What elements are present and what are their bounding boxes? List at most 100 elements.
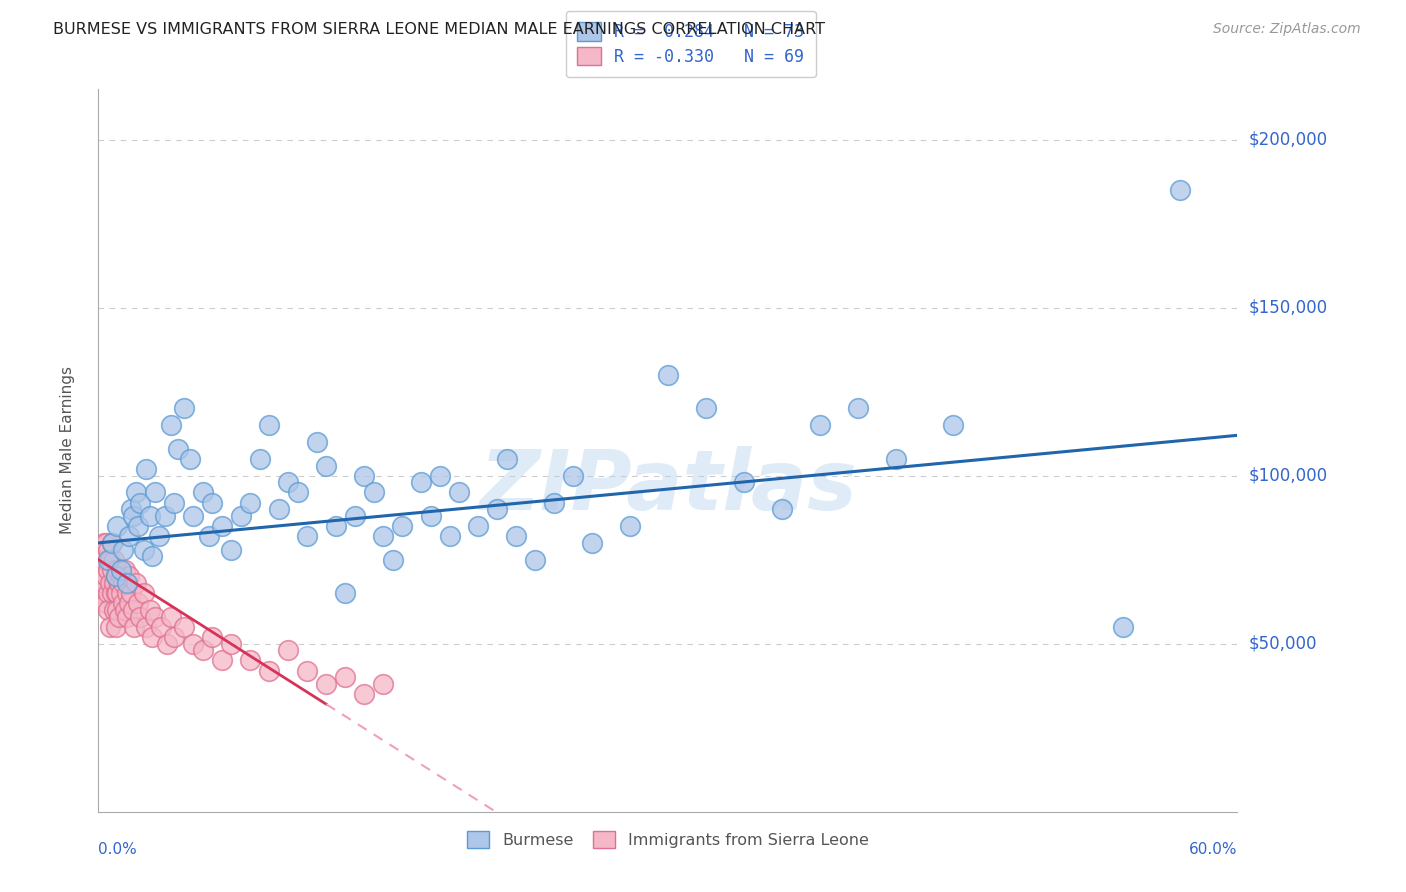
Point	[118, 529, 141, 543]
Point	[114, 603, 136, 617]
Point	[100, 536, 122, 550]
Point	[138, 603, 160, 617]
Point	[211, 519, 233, 533]
Point	[315, 677, 337, 691]
Point	[97, 542, 120, 557]
Point	[846, 401, 869, 416]
Point	[125, 576, 148, 591]
Point	[121, 508, 143, 523]
Point	[103, 576, 125, 591]
Point	[110, 586, 132, 600]
Point	[371, 677, 394, 691]
Point	[118, 569, 141, 583]
Point	[120, 586, 142, 600]
Point	[98, 576, 121, 591]
Point	[191, 643, 214, 657]
Point	[562, 468, 585, 483]
Point	[141, 630, 163, 644]
Point	[353, 468, 375, 483]
Point	[942, 418, 965, 433]
Point	[110, 563, 132, 577]
Text: 0.0%: 0.0%	[98, 842, 138, 857]
Point	[104, 586, 127, 600]
Point	[343, 508, 366, 523]
Point	[115, 586, 138, 600]
Point	[486, 502, 509, 516]
Point	[104, 569, 127, 583]
Point	[104, 620, 127, 634]
Point	[89, 563, 111, 577]
Text: $100,000: $100,000	[1249, 467, 1327, 484]
Point	[695, 401, 717, 416]
Point	[145, 609, 167, 624]
Point	[132, 542, 155, 557]
Point	[201, 630, 224, 644]
Point	[150, 620, 173, 634]
Point	[110, 569, 132, 583]
Point	[108, 576, 131, 591]
Point	[221, 542, 243, 557]
Text: $150,000: $150,000	[1249, 299, 1327, 317]
Point	[129, 609, 152, 624]
Point	[191, 485, 214, 500]
Point	[179, 451, 201, 466]
Point	[112, 596, 135, 610]
Point	[429, 468, 451, 483]
Point	[148, 529, 170, 543]
Point	[197, 529, 219, 543]
Point	[163, 630, 186, 644]
Point	[808, 418, 831, 433]
Point	[121, 603, 143, 617]
Point	[163, 495, 186, 509]
Point	[733, 475, 755, 490]
Point	[173, 401, 195, 416]
Text: BURMESE VS IMMIGRANTS FROM SIERRA LEONE MEDIAN MALE EARNINGS CORRELATION CHART: BURMESE VS IMMIGRANTS FROM SIERRA LEONE …	[53, 22, 825, 37]
Point	[94, 569, 117, 583]
Point	[97, 552, 120, 566]
Point	[277, 643, 299, 657]
Point	[315, 458, 337, 473]
Point	[98, 552, 121, 566]
Point	[107, 519, 129, 533]
Point	[100, 563, 122, 577]
Point	[91, 542, 114, 557]
Point	[335, 586, 357, 600]
Point	[127, 519, 149, 533]
Point	[112, 576, 135, 591]
Point	[98, 620, 121, 634]
Point	[124, 620, 146, 634]
Point	[135, 620, 157, 634]
Point	[363, 485, 385, 500]
Point	[159, 418, 181, 433]
Point	[103, 603, 125, 617]
Point	[183, 508, 205, 523]
Point	[173, 620, 195, 634]
Point	[108, 609, 131, 624]
Point	[100, 586, 122, 600]
Point	[93, 576, 115, 591]
Point	[115, 609, 138, 624]
Point	[132, 586, 155, 600]
Point	[107, 563, 129, 577]
Point	[93, 536, 115, 550]
Point	[94, 596, 117, 610]
Point	[93, 552, 115, 566]
Point	[277, 475, 299, 490]
Point	[391, 519, 413, 533]
Point	[297, 664, 319, 678]
Point	[770, 502, 793, 516]
Y-axis label: Median Male Earnings: Median Male Earnings	[60, 367, 75, 534]
Point	[619, 519, 641, 533]
Point	[287, 485, 309, 500]
Point	[104, 569, 127, 583]
Point	[543, 495, 565, 509]
Point	[167, 442, 190, 456]
Point	[335, 670, 357, 684]
Point	[97, 586, 120, 600]
Point	[495, 451, 517, 466]
Point	[107, 603, 129, 617]
Point	[127, 596, 149, 610]
Legend: Burmese, Immigrants from Sierra Leone: Burmese, Immigrants from Sierra Leone	[461, 825, 875, 855]
Text: Source: ZipAtlas.com: Source: ZipAtlas.com	[1213, 22, 1361, 37]
Point	[201, 495, 224, 509]
